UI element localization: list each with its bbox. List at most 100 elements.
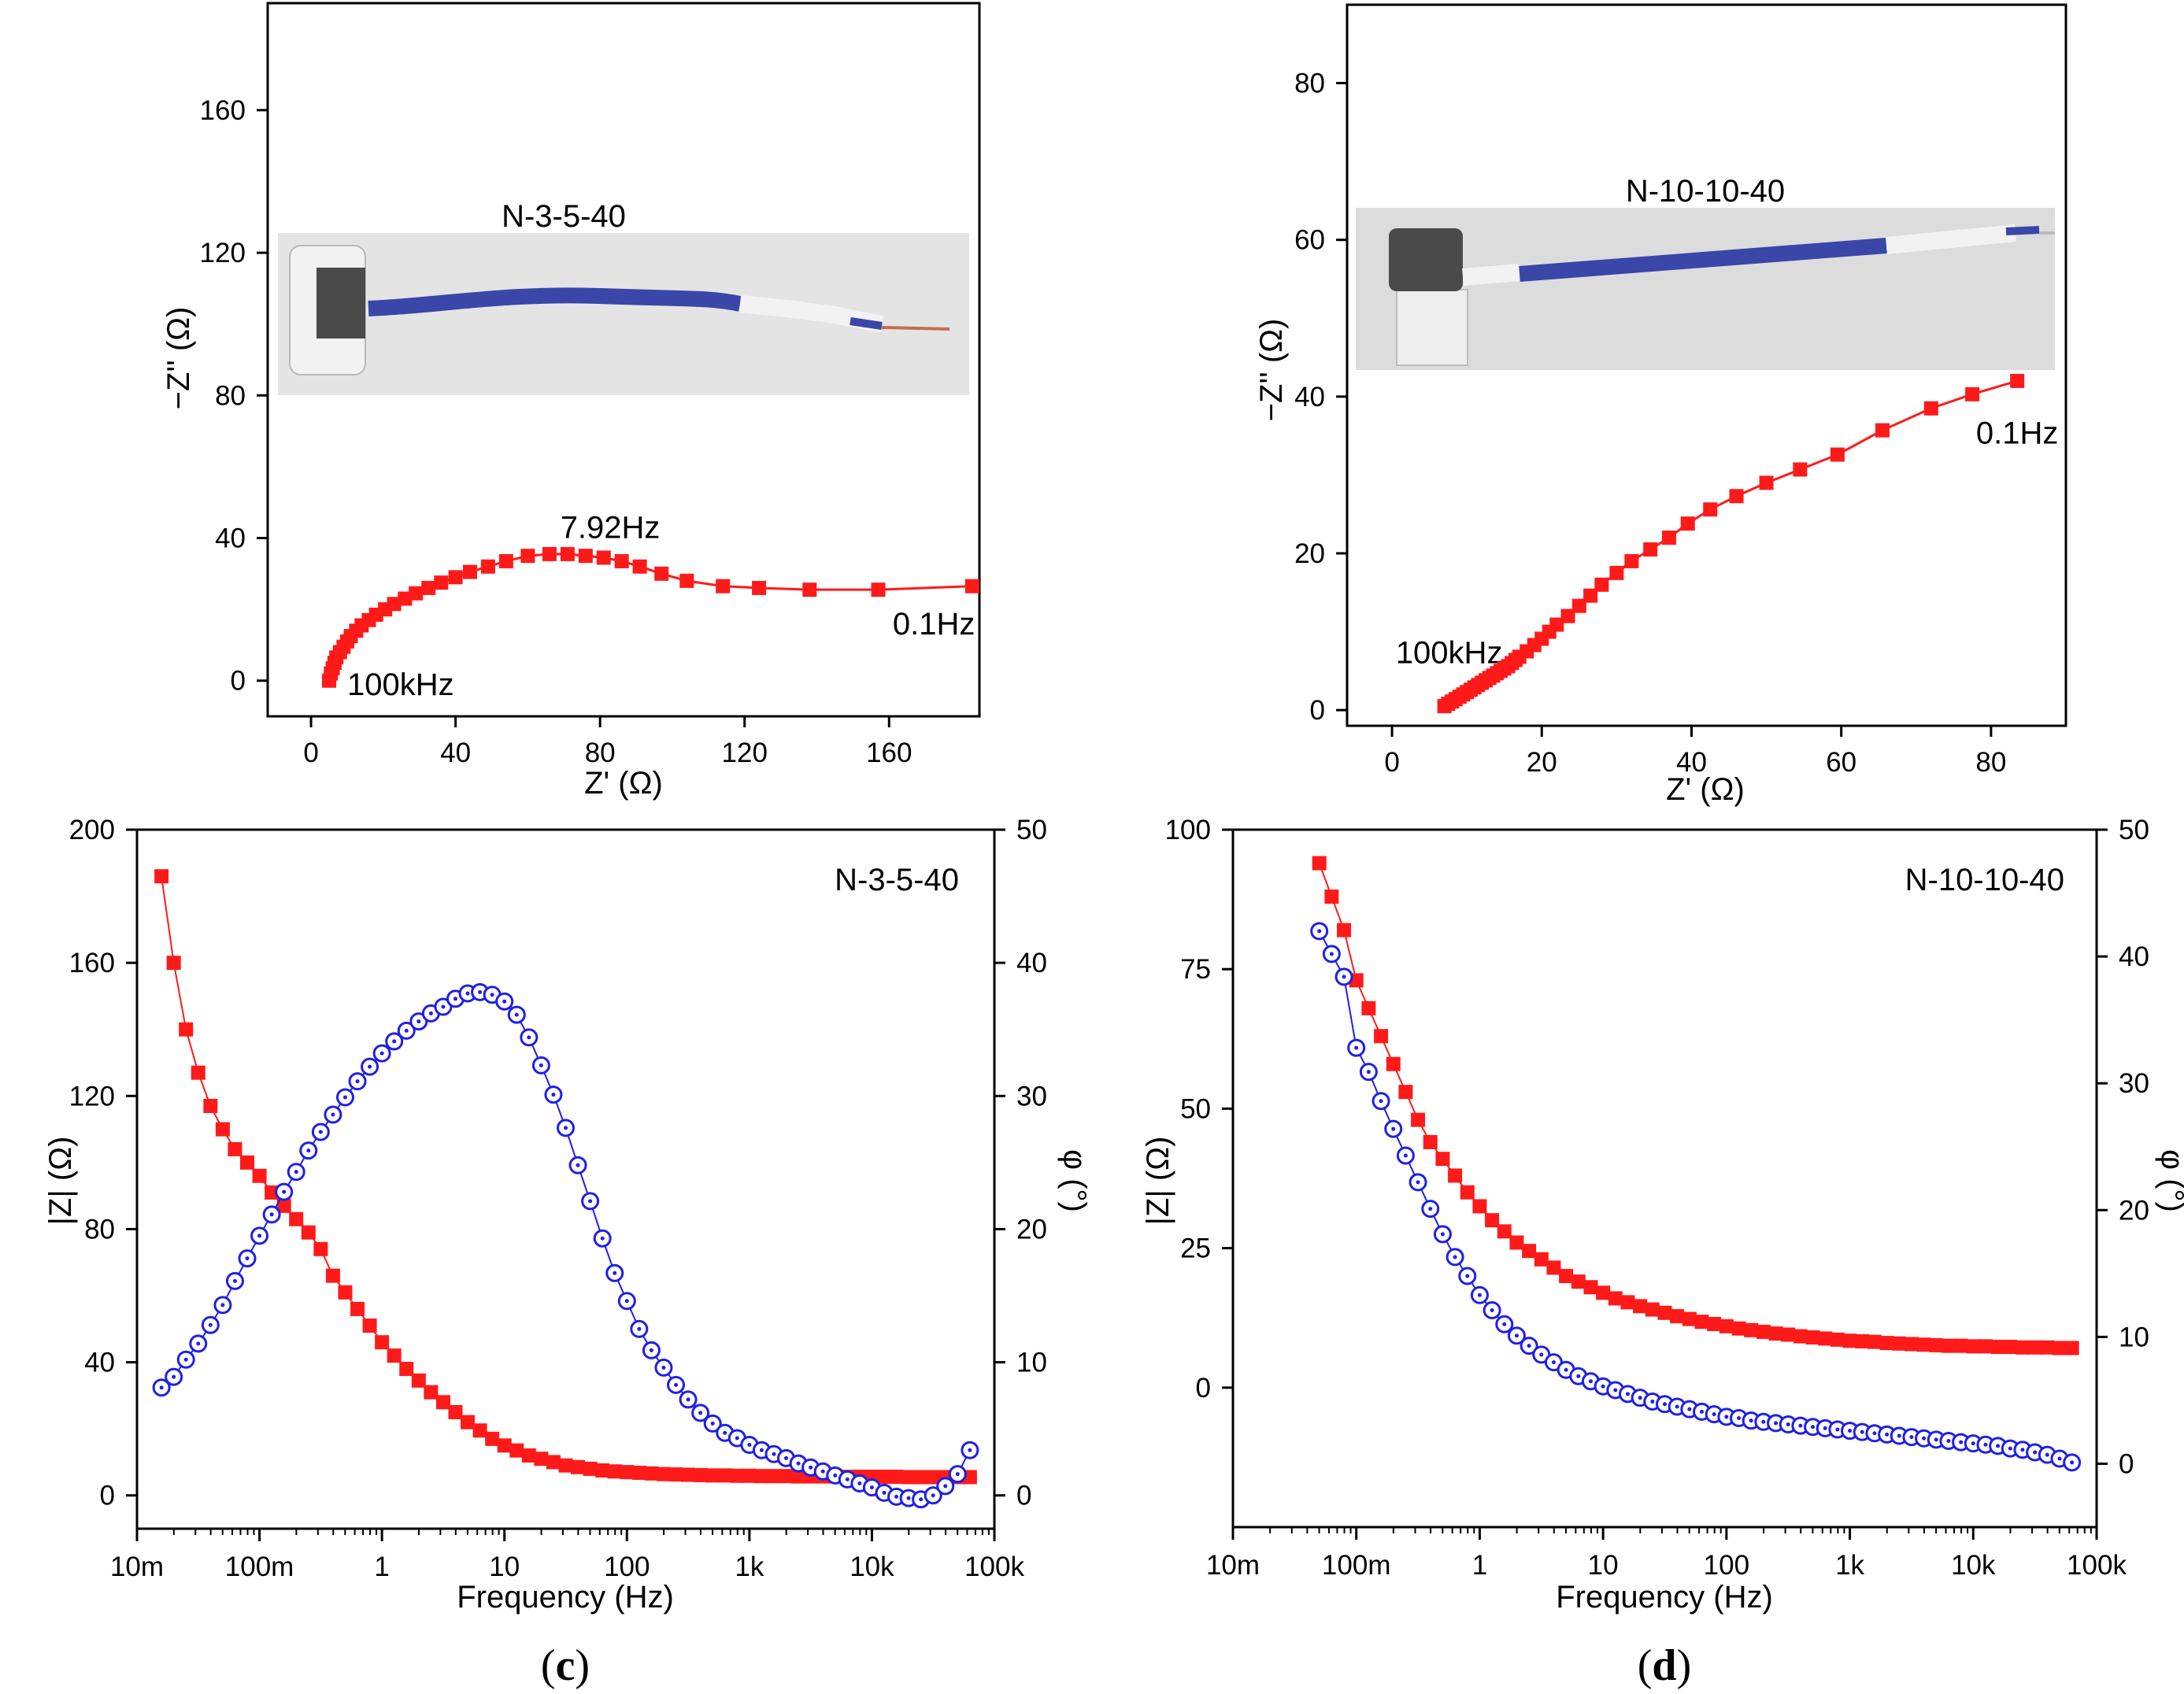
- impedance-point: [1645, 1302, 1660, 1317]
- phase-point-dot: [1934, 1437, 1938, 1442]
- phase-point-dot: [1564, 1367, 1568, 1372]
- phase-point-dot: [159, 1385, 164, 1390]
- phase-point: [948, 1465, 967, 1484]
- impedance-point: [791, 1469, 806, 1484]
- impedance-point: [1596, 1285, 1611, 1300]
- phase-point-dot: [1638, 1396, 1642, 1400]
- x-tick-label: 10m: [1206, 1550, 1260, 1581]
- panel-d-frame: [1231, 828, 2098, 1529]
- impedance-point: [1879, 1336, 1894, 1351]
- y2-tick-label: 20: [2119, 1195, 2149, 1226]
- x-tick-label: 60: [1826, 747, 1856, 778]
- cable-sleeve-end: [1885, 224, 2017, 254]
- impedance-point: [509, 1443, 524, 1458]
- y-tick-label: 80: [215, 380, 246, 411]
- impedance-point: [1682, 1311, 1697, 1326]
- impedance-point: [276, 1198, 291, 1213]
- impedance-point: [228, 1141, 242, 1156]
- phase-point: [311, 1123, 330, 1141]
- phase-point-dot: [1724, 1415, 1729, 1419]
- impedance-point: [1546, 1260, 1561, 1275]
- phase-point: [961, 1441, 979, 1459]
- phase-point: [507, 1005, 526, 1024]
- phase-point-dot: [539, 1063, 543, 1067]
- nyquist-point: [1680, 516, 1695, 531]
- phase-point-dot: [1490, 1308, 1494, 1313]
- impedance-point: [1830, 1332, 1845, 1347]
- phase-point-dot: [906, 1496, 911, 1500]
- y-tick-label: 40: [1294, 382, 1325, 412]
- x-tick-label: 10: [1588, 1550, 1619, 1581]
- impedance-point: [1892, 1336, 1907, 1351]
- phase-point: [617, 1292, 636, 1311]
- phase-point: [679, 1390, 698, 1409]
- phase-point-dot: [1848, 1429, 1853, 1433]
- phase-point-dot: [1403, 1153, 1408, 1158]
- phase-point: [1347, 1038, 1366, 1057]
- impedance-point: [1781, 1327, 1796, 1342]
- phase-point: [225, 1271, 244, 1290]
- phase-point: [434, 997, 453, 1016]
- phase-point-dot: [1354, 1045, 1359, 1050]
- phase-point-dot: [624, 1299, 629, 1304]
- phase-point-dot: [527, 1035, 531, 1040]
- phase-point-dot: [453, 997, 457, 1001]
- nyquist-line: [328, 553, 972, 682]
- nyquist-point: [578, 549, 593, 564]
- impedance-point: [668, 1467, 683, 1482]
- impedance-point: [1756, 1324, 1771, 1339]
- phase-point-dot: [869, 1485, 874, 1490]
- impedance-point: [1522, 1244, 1537, 1259]
- phase-point-dot: [882, 1490, 887, 1495]
- x-tick-label: 40: [440, 738, 471, 768]
- x-tick-label: 40: [1676, 747, 1707, 778]
- phase-point-dot: [698, 1411, 703, 1415]
- y2-tick-label: 10: [2119, 1322, 2149, 1352]
- impedance-point: [2015, 1340, 2030, 1355]
- impedance-point: [1608, 1291, 1623, 1306]
- impedance-point: [1435, 1152, 1450, 1167]
- phase-point-dot: [919, 1497, 924, 1502]
- phase-point-dot: [820, 1469, 825, 1474]
- phase-point-dot: [1527, 1344, 1531, 1348]
- phase-point: [1433, 1225, 1452, 1244]
- phase-point-dot: [1835, 1427, 1840, 1432]
- phase-point-dot: [1551, 1360, 1556, 1365]
- phase-point: [1310, 922, 1329, 941]
- phase-point-dot: [232, 1278, 237, 1283]
- phase-point-dot: [1601, 1384, 1605, 1389]
- impedance-point: [730, 1468, 745, 1483]
- phase-point-dot: [600, 1236, 605, 1241]
- phase-point-dot: [723, 1430, 727, 1435]
- impedance-point: [1423, 1134, 1438, 1149]
- phase-point-dot: [183, 1357, 188, 1362]
- nyquist-point: [434, 575, 449, 590]
- impedance-point: [1694, 1315, 1709, 1330]
- phase-point: [568, 1156, 587, 1174]
- panel-d-ylabel2: φ (°): [2155, 1149, 2184, 1212]
- x-tick-label: 10k: [850, 1552, 894, 1582]
- impedance-point: [2052, 1341, 2067, 1356]
- phase-point-dot: [1663, 1402, 1667, 1407]
- phase-line: [1318, 930, 2072, 1463]
- impedance-point: [313, 1241, 328, 1256]
- impedance-point: [1855, 1333, 1870, 1348]
- impedance-point: [472, 1423, 487, 1438]
- impedance-point: [644, 1466, 659, 1481]
- phase-point-dot: [759, 1448, 764, 1452]
- phase-point-dot: [490, 993, 494, 997]
- panel-a-plot: [322, 546, 979, 688]
- frequency-annotation: 0.1Hz: [1976, 416, 2059, 451]
- impedance-point: [583, 1461, 598, 1476]
- phase-point-dot: [342, 1095, 347, 1100]
- y-tick-label: 25: [1180, 1234, 1211, 1264]
- impedance-point: [656, 1467, 671, 1481]
- phase-point-dot: [1860, 1430, 1864, 1434]
- phase-point: [1408, 1173, 1427, 1192]
- cable-tip: [850, 317, 883, 330]
- phase-point-dot: [1996, 1444, 2001, 1448]
- impedance-point: [289, 1211, 304, 1226]
- phase-point: [520, 1028, 539, 1047]
- phase-point: [1470, 1285, 1489, 1304]
- x-tick-label: 10: [489, 1552, 520, 1582]
